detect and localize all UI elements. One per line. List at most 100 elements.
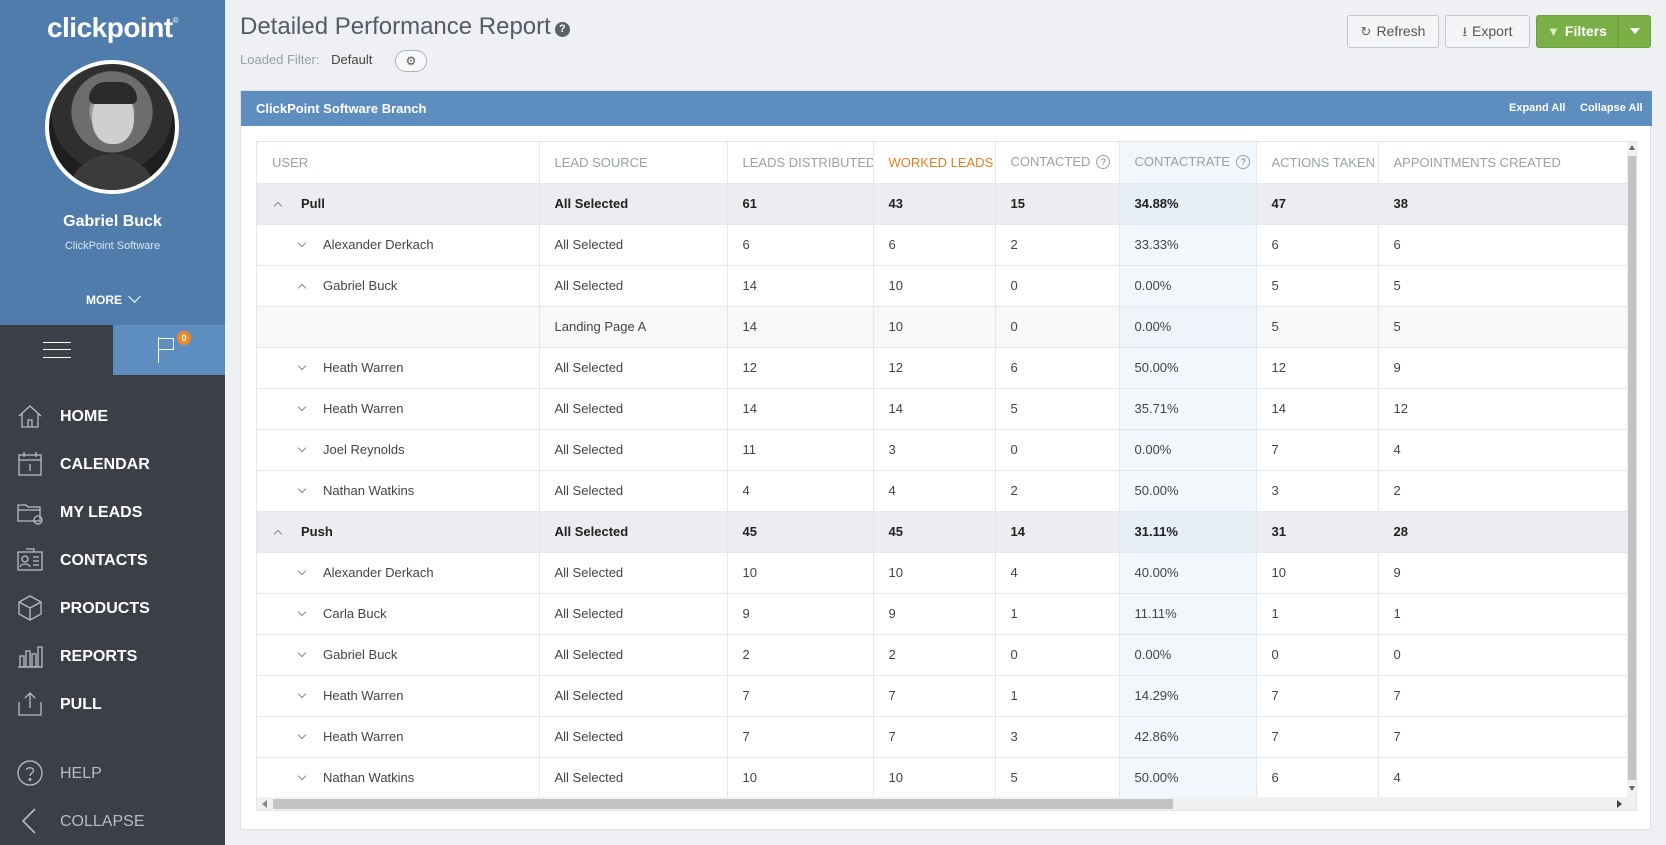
worked-leads-cell: 12 (873, 347, 996, 389)
filters-button[interactable]: ▼ Filters (1536, 15, 1618, 48)
worked-leads-cell: 45 (873, 511, 996, 553)
more-toggle[interactable]: MORE (0, 290, 225, 307)
help-icon[interactable]: ? (1236, 155, 1251, 170)
expand-row-button[interactable] (297, 565, 313, 580)
contacted-cell: 3 (995, 716, 1120, 758)
column-header-leads-distributed[interactable]: LEADS DISTRIBUTED (727, 142, 874, 184)
panel-header: ClickPoint Software Branch Expand All Co… (241, 91, 1652, 126)
nav-item-home[interactable]: HOME (0, 393, 225, 441)
expand-row-button[interactable] (297, 770, 313, 785)
horizontal-scrollbar[interactable] (257, 797, 1636, 810)
contact-rate-cell: 33.33% (1119, 224, 1257, 266)
user-name: Nathan Watkins (323, 483, 415, 498)
collapse-all-link[interactable]: Collapse All (1580, 102, 1643, 114)
export-label: Export (1472, 23, 1513, 39)
nav-item-pull[interactable]: PULL (0, 681, 225, 729)
expand-all-link[interactable]: Expand All (1509, 102, 1566, 114)
expand-row-button[interactable] (297, 401, 313, 416)
filters-dropdown-button[interactable] (1618, 15, 1651, 48)
worked-leads-cell: 3 (873, 429, 996, 471)
column-header-contact-rate[interactable]: CONTACTRATE? (1119, 142, 1257, 184)
contacted-cell: 1 (995, 593, 1120, 635)
user-cell: Nathan Watkins (257, 470, 540, 512)
expand-row-button[interactable] (297, 483, 313, 498)
column-header-appointments-created[interactable]: APPOINTMENTS CREATED (1378, 142, 1628, 184)
leads-distributed-cell: 61 (727, 183, 874, 225)
nav-label: HELP (60, 765, 102, 782)
table-row: Joel Reynolds All Selected 11 3 0 0.00% 7 4 (257, 429, 1628, 471)
nav-item-collapse[interactable]: COLLAPSE (0, 798, 225, 845)
scroll-left-icon[interactable] (262, 800, 267, 808)
leads-distributed-cell: 9 (727, 593, 874, 635)
lead-source-cell: All Selected (539, 593, 728, 635)
nav-item-calendar[interactable]: CALENDAR (0, 441, 225, 489)
filter-settings-button[interactable]: ⚙ (395, 50, 427, 72)
page-title-text: Detailed Performance Report (240, 13, 551, 40)
export-button[interactable]: ⭳ Export (1445, 15, 1530, 48)
expand-row-button[interactable] (297, 606, 313, 621)
chevron-down-icon (297, 689, 307, 699)
collapse-row-button[interactable] (273, 196, 289, 211)
chevron-down-icon (297, 361, 307, 371)
notifications-button[interactable]: 0 (113, 325, 225, 375)
table-row: Gabriel Buck All Selected 14 10 0 0.00% 5 5 (257, 265, 1628, 307)
collapse-row-button[interactable] (273, 524, 289, 539)
help-icon[interactable]: ? (1096, 155, 1111, 170)
app-logo[interactable]: clickpoint® (0, 12, 225, 44)
scroll-right-icon[interactable] (1617, 800, 1622, 808)
leads-distributed-cell: 14 (727, 265, 874, 307)
expand-row-button[interactable] (297, 442, 313, 457)
avatar[interactable] (45, 60, 179, 194)
column-header-worked-leads[interactable]: WORKED LEADS (873, 142, 996, 184)
nav-label: CONTACTS (60, 552, 148, 569)
contact-rate-cell: 0.00% (1119, 306, 1257, 348)
flag-icon (158, 337, 178, 363)
column-header-actions-taken[interactable]: ACTIONS TAKEN (1256, 142, 1379, 184)
lead-source-cell: All Selected (539, 757, 728, 799)
lead-source-cell: All Selected (539, 429, 728, 471)
collapse-row-button[interactable] (297, 278, 313, 293)
column-header-contacted[interactable]: CONTACTED? (995, 142, 1120, 184)
expand-row-button[interactable] (297, 729, 313, 744)
expand-row-button[interactable] (297, 237, 313, 252)
actions-taken-cell: 47 (1256, 183, 1379, 225)
help-icon[interactable]: ? (554, 22, 570, 37)
refresh-button[interactable]: ↻ Refresh (1347, 15, 1439, 48)
contact-rate-cell: 0.00% (1119, 265, 1257, 307)
nav-item-products[interactable]: PRODUCTS (0, 585, 225, 633)
expand-row-button[interactable] (297, 647, 313, 662)
nav-item-my-leads[interactable]: MY LEADS (0, 489, 225, 537)
chevron-up-icon (273, 529, 283, 539)
leads-distributed-cell: 10 (727, 552, 874, 594)
column-header-lead-source[interactable]: LEAD SOURCE (539, 142, 728, 184)
menu-toggle-button[interactable] (0, 325, 113, 375)
actions-taken-cell: 10 (1256, 552, 1379, 594)
nav-item-reports[interactable]: REPORTS (0, 633, 225, 681)
main-nav: HOME CALENDAR MY LEADS CONTACTS PRODUCTS… (0, 393, 225, 729)
scroll-up-icon[interactable] (1629, 145, 1635, 150)
table-row: Heath Warren All Selected 14 14 5 35.71% 14 12 (257, 388, 1628, 430)
scroll-down-icon[interactable] (1629, 786, 1635, 791)
column-header-label: CONTACTRATE (1134, 154, 1231, 170)
expand-row-button[interactable] (297, 360, 313, 375)
vertical-scrollbar[interactable] (1627, 142, 1636, 797)
actions-taken-cell: 6 (1256, 224, 1379, 266)
appointments-created-cell: 2 (1378, 470, 1628, 512)
expand-row-button[interactable] (297, 688, 313, 703)
column-header-user[interactable]: USER (257, 142, 540, 184)
contacted-cell: 6 (995, 347, 1120, 389)
contacted-cell: 4 (995, 552, 1120, 594)
user-cell: Joel Reynolds (257, 429, 540, 471)
scrollbar-thumb[interactable] (273, 799, 1173, 809)
appointments-created-cell: 28 (1378, 511, 1628, 553)
user-name: Push (301, 524, 333, 539)
nav-label: HOME (60, 408, 108, 425)
nav-item-help[interactable]: HELP (0, 750, 225, 798)
actions-taken-cell: 1 (1256, 593, 1379, 635)
lead-source-cell: Landing Page A (539, 306, 728, 348)
scrollbar-thumb[interactable] (1628, 156, 1636, 780)
contacted-cell: 2 (995, 470, 1120, 512)
contacted-cell: 5 (995, 757, 1120, 799)
nav-item-contacts[interactable]: CONTACTS (0, 537, 225, 585)
actions-taken-cell: 12 (1256, 347, 1379, 389)
